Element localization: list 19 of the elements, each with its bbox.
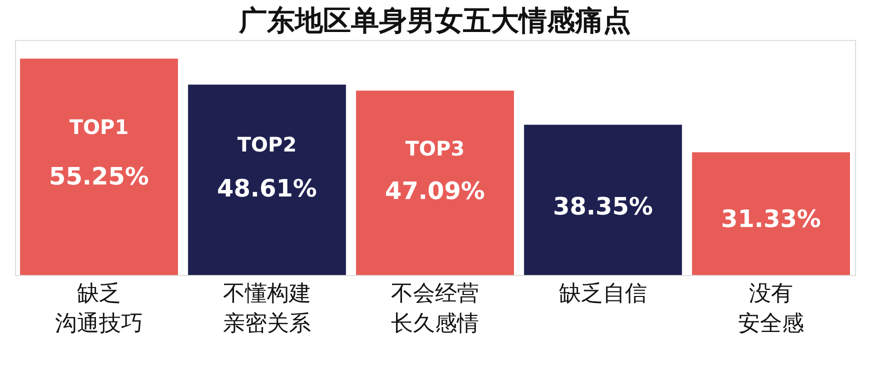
bar	[356, 90, 514, 275]
data-label: 38.35%	[553, 192, 653, 220]
x-tick-label: 缺乏自信	[559, 282, 647, 306]
annotation: TOP3	[405, 136, 465, 161]
bar	[524, 124, 682, 275]
data-label: 55.25%	[49, 162, 149, 191]
annotation: TOP1	[69, 114, 129, 139]
data-label: 31.33%	[721, 204, 821, 233]
data-label: 47.09%	[385, 177, 485, 206]
x-tick-label: 没有安全感	[738, 282, 804, 336]
annotation: TOP2	[237, 132, 297, 157]
x-tick-label: 不懂构建亲密关系	[223, 282, 311, 336]
chart-title: 广东地区单身男女五大情感痛点	[238, 4, 631, 37]
bar	[188, 84, 346, 275]
x-tick-label: 缺乏沟通技巧	[55, 282, 143, 336]
data-label: 48.61%	[217, 174, 317, 202]
x-tick-label: 不会经营长久感情	[391, 282, 479, 336]
bar	[20, 58, 178, 275]
bar	[692, 152, 850, 275]
